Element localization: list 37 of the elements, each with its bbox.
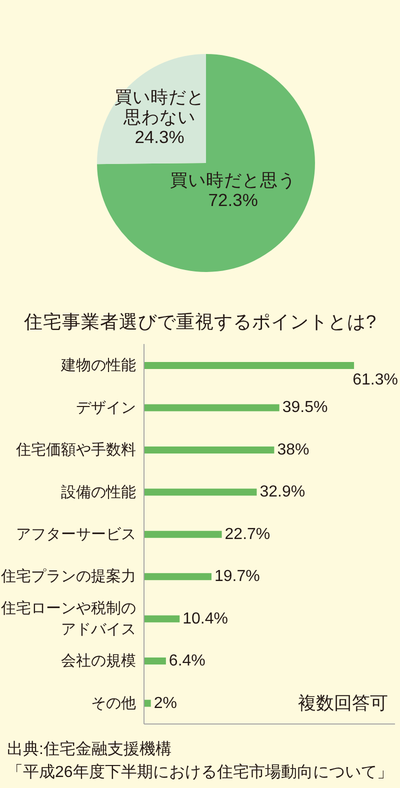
y-tick-label: デザイン bbox=[76, 398, 136, 416]
source-note: 出典:住宅金融支援機構 bbox=[7, 740, 172, 760]
bar bbox=[144, 362, 354, 369]
bar bbox=[144, 530, 222, 538]
data-label: 39.5% bbox=[282, 399, 328, 416]
pie-slice bbox=[97, 54, 315, 272]
y-tick-label: 設備の性能 bbox=[61, 483, 136, 500]
bar bbox=[144, 446, 274, 454]
y-tick-label: 会社の規模 bbox=[61, 652, 136, 670]
y-tick-label: 住宅プランの提案力 bbox=[0, 568, 136, 585]
y-tick-label: アフターサービス bbox=[16, 526, 136, 542]
bar bbox=[144, 658, 166, 665]
data-label: 24.3% bbox=[134, 126, 184, 147]
data-label: 72.3% bbox=[208, 190, 258, 210]
bar bbox=[144, 700, 151, 707]
data-label: 10.4% bbox=[182, 610, 228, 628]
text: 「平成26年度下半期における住宅市場動向について」 bbox=[7, 762, 393, 783]
bar bbox=[144, 404, 280, 412]
data-label: 6.4% bbox=[168, 652, 206, 670]
slice-label: 買い時だと思う bbox=[170, 170, 296, 190]
chart-title: 住宅事業者選びで重視するポイントとは? bbox=[22, 310, 378, 334]
slice-label: 買い時だと思わない bbox=[114, 86, 205, 127]
bar bbox=[144, 615, 180, 622]
y-tick-label: その他 bbox=[91, 694, 136, 712]
annotation: 複数回答可 bbox=[298, 692, 388, 714]
data-label: 32.9% bbox=[260, 484, 306, 501]
y-tick-label: 建物の性能 bbox=[60, 356, 136, 374]
data-label: 61.3% bbox=[352, 372, 398, 389]
data-label: 38% bbox=[277, 441, 310, 458]
y-tick-label: 住宅ローンや税制のアドバイス bbox=[0, 599, 136, 638]
bar bbox=[144, 573, 212, 580]
data-label: 2% bbox=[154, 694, 177, 712]
data-label: 22.7% bbox=[224, 526, 270, 543]
pie-slice bbox=[97, 54, 206, 164]
bar bbox=[144, 488, 257, 496]
y-tick-label: 住宅価額や手数料 bbox=[15, 441, 136, 458]
data-label: 19.7% bbox=[214, 568, 260, 586]
